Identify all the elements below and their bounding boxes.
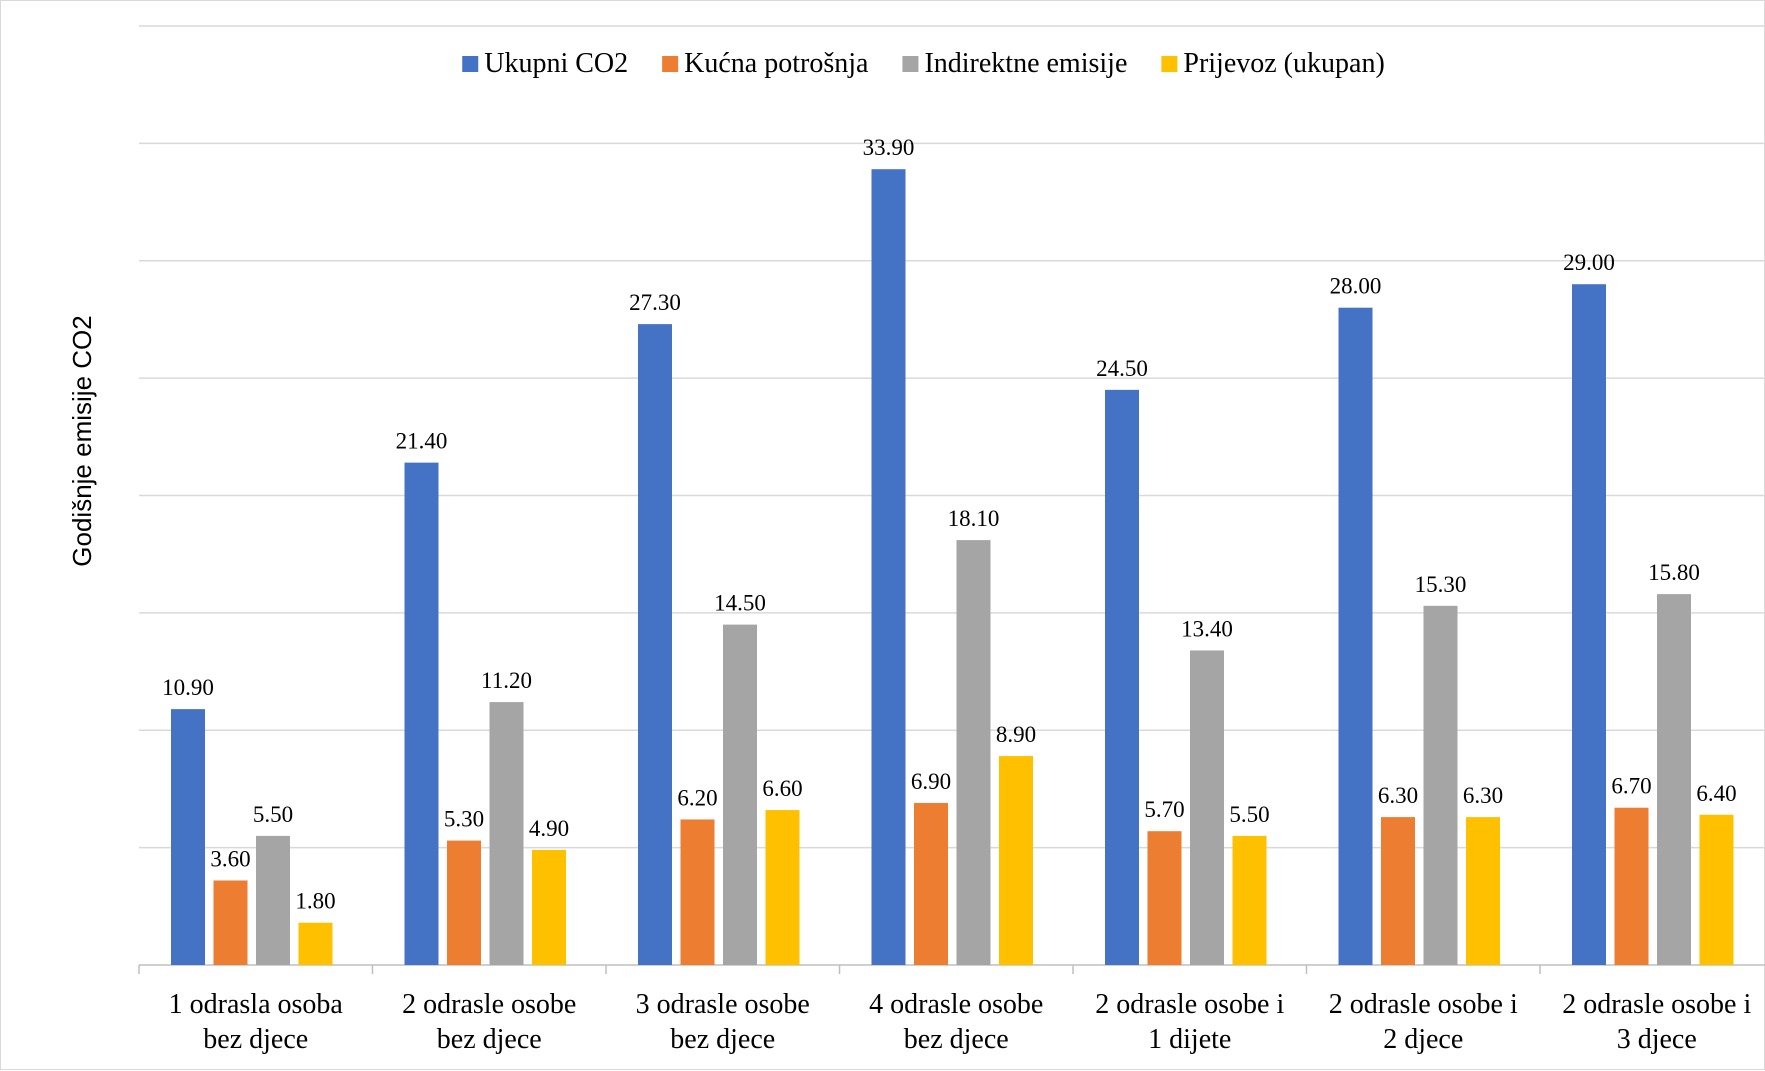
data-label: 6.90 <box>911 769 951 794</box>
bar <box>1190 650 1224 965</box>
bar <box>638 324 672 965</box>
data-label: 5.70 <box>1144 797 1184 822</box>
bar <box>1657 594 1691 965</box>
bar <box>723 624 757 965</box>
bar <box>256 835 290 965</box>
bar <box>1232 835 1267 965</box>
data-label: 5.30 <box>444 807 484 832</box>
bar <box>1466 817 1500 965</box>
legend-swatch <box>1161 56 1178 72</box>
bar <box>1572 284 1606 966</box>
legend-swatch <box>662 56 679 72</box>
x-tick-label: 3 odrasle osobe <box>636 989 810 1020</box>
bar <box>1614 807 1649 965</box>
bar <box>1105 389 1139 965</box>
data-label: 18.10 <box>948 506 1000 531</box>
bar <box>1147 831 1182 965</box>
bar <box>298 922 333 965</box>
legend-swatch <box>902 56 919 72</box>
legend-label: Kućna potrošnja <box>684 48 869 79</box>
bar <box>999 756 1033 965</box>
data-label: 28.00 <box>1330 274 1382 299</box>
bar <box>171 709 205 965</box>
data-label: 21.40 <box>396 429 448 454</box>
data-label: 5.50 <box>1229 802 1269 827</box>
bar <box>956 540 991 965</box>
data-label: 6.30 <box>1378 783 1418 808</box>
bar <box>213 880 248 965</box>
data-label: 1.80 <box>295 889 335 914</box>
data-label: 11.20 <box>481 668 532 693</box>
data-label: 13.40 <box>1181 616 1233 641</box>
x-tick-label: 2 odrasle osobe i <box>1562 989 1751 1020</box>
data-label: 5.50 <box>253 802 293 827</box>
data-label: 6.70 <box>1611 774 1651 799</box>
bar <box>1338 307 1373 965</box>
bar <box>532 849 566 965</box>
data-label: 3.60 <box>210 846 250 871</box>
bar <box>871 169 906 965</box>
legend-label: Indirektne emisije <box>924 48 1127 79</box>
data-label: 8.90 <box>996 722 1036 747</box>
data-label: 24.50 <box>1096 356 1148 381</box>
x-tick-label: bez djece <box>670 1024 775 1055</box>
bar <box>914 803 948 965</box>
data-label: 6.30 <box>1463 783 1503 808</box>
data-label: 4.90 <box>529 816 569 841</box>
legend-label: Prijevoz (ukupan) <box>1183 48 1384 79</box>
bar <box>489 702 524 965</box>
data-label: 29.00 <box>1563 250 1615 275</box>
data-label: 14.50 <box>714 591 766 616</box>
legend-label: Ukupni CO2 <box>484 48 628 79</box>
x-tick-label: bez djece <box>437 1024 542 1055</box>
bar <box>447 840 481 965</box>
x-tick-label: 4 odrasle osobe <box>869 989 1043 1020</box>
x-tick-label: bez djece <box>203 1024 308 1055</box>
x-tick-label: 2 odrasle osobe <box>402 989 576 1020</box>
bar <box>1423 605 1458 965</box>
x-tick-label: 2 djece <box>1383 1024 1463 1055</box>
data-label: 15.30 <box>1415 572 1467 597</box>
bar <box>765 810 800 965</box>
data-label: 6.40 <box>1696 781 1736 806</box>
x-tick-label: 1 dijete <box>1148 1024 1231 1055</box>
data-label: 33.90 <box>863 135 915 160</box>
x-tick-label: bez djece <box>904 1024 1009 1055</box>
data-label: 6.60 <box>762 776 802 801</box>
bar <box>1381 817 1415 965</box>
data-label: 27.30 <box>629 290 681 315</box>
x-tick-label: 3 djece <box>1617 1024 1697 1055</box>
legend-swatch <box>462 56 479 72</box>
data-label: 6.20 <box>677 785 717 810</box>
bar <box>680 819 715 965</box>
data-label: 15.80 <box>1648 560 1700 585</box>
x-tick-label: 1 odrasla osoba <box>169 989 344 1020</box>
x-tick-label: 2 odrasle osobe i <box>1095 989 1284 1020</box>
data-label: 10.90 <box>162 675 214 700</box>
bar <box>404 462 439 965</box>
x-tick-label: 2 odrasle osobe i <box>1329 989 1518 1020</box>
bar <box>1699 814 1734 965</box>
